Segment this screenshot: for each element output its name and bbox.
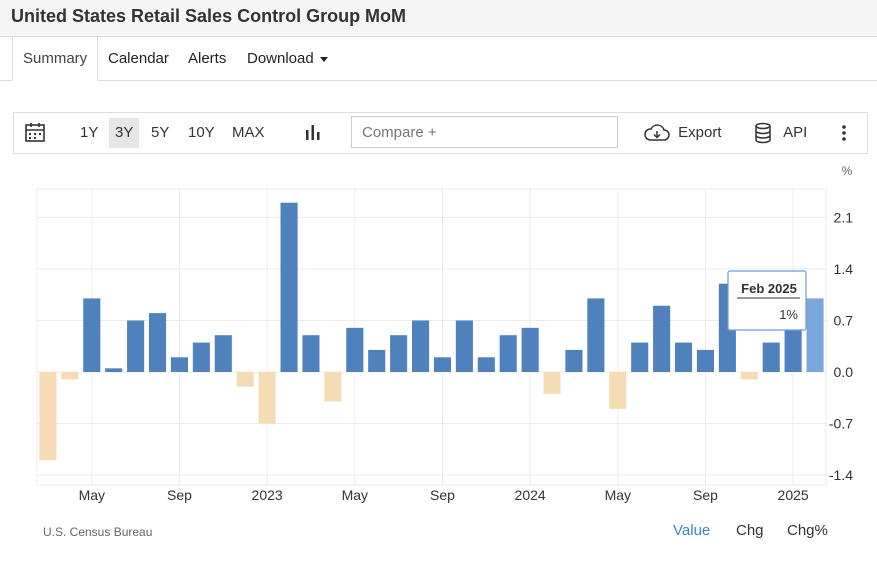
bar[interactable] (390, 335, 408, 372)
api-button[interactable]: API (753, 113, 807, 153)
bar[interactable] (674, 342, 693, 372)
page-title: United States Retail Sales Control Group… (11, 6, 407, 26)
bar[interactable] (83, 298, 101, 372)
tab-summary[interactable]: Summary (12, 37, 99, 81)
bar[interactable] (762, 342, 780, 372)
bar[interactable] (521, 327, 539, 372)
mode-value[interactable]: Value (673, 522, 711, 539)
bar[interactable] (346, 327, 364, 372)
cloud-download-icon (644, 124, 670, 141)
x-tick-label: Sep (167, 487, 192, 503)
bar[interactable] (192, 342, 210, 372)
bar[interactable] (368, 349, 386, 372)
calendar-icon[interactable] (24, 121, 46, 145)
export-button[interactable]: Export (644, 113, 722, 153)
bar[interactable] (148, 313, 167, 372)
bar[interactable] (61, 372, 79, 380)
source-label: U.S. Census Bureau (43, 525, 153, 539)
bar[interactable] (236, 372, 254, 387)
x-tick-label: 2024 (515, 487, 546, 503)
bar[interactable] (740, 372, 758, 380)
bar[interactable] (565, 349, 583, 372)
bar[interactable] (499, 335, 517, 372)
tooltip-value: 1% (779, 307, 798, 322)
x-tick-label: May (79, 487, 105, 503)
y-tick-label: -1.4 (829, 467, 853, 483)
bar[interactable] (170, 357, 189, 372)
bar[interactable] (324, 372, 342, 402)
range-1y[interactable]: 1Y (80, 124, 99, 141)
bar[interactable] (653, 305, 671, 372)
tab-alerts[interactable]: Alerts (188, 50, 227, 67)
x-tick-label: 2025 (778, 487, 809, 503)
bar[interactable] (302, 335, 320, 372)
range-3y[interactable]: 3Y (109, 118, 140, 148)
bar[interactable] (784, 320, 802, 372)
database-icon (755, 122, 771, 144)
plot-area (36, 188, 827, 486)
more-options-icon[interactable] (840, 123, 848, 143)
tab-download[interactable]: Download (247, 37, 328, 80)
compare-input[interactable]: Compare + (351, 116, 618, 148)
title-bar: United States Retail Sales Control Group… (0, 0, 877, 37)
chart-toolbar: 1Y 3Y 5Y 10Y MAX Compare + Export API (13, 112, 868, 154)
range-5y[interactable]: 5Y (151, 124, 170, 141)
bar[interactable] (433, 357, 452, 372)
y-unit-label: % (842, 164, 853, 178)
tab-download-label: Download (247, 50, 314, 67)
x-tick-label: Sep (693, 487, 718, 503)
bar[interactable] (280, 202, 298, 372)
export-label: Export (678, 124, 722, 141)
bar[interactable] (127, 320, 145, 372)
x-tick-label: 2023 (252, 487, 283, 503)
y-tick-label: -0.7 (829, 416, 853, 432)
bar[interactable] (806, 298, 824, 372)
y-tick-label: 1.4 (834, 261, 854, 277)
bar[interactable] (587, 298, 605, 372)
chart-tooltip: Feb 2025 1% (727, 270, 807, 331)
bar[interactable] (105, 368, 123, 372)
bar[interactable] (609, 372, 627, 409)
tab-bar: Summary Calendar Alerts Download (0, 37, 877, 81)
x-tick-label: Sep (430, 487, 455, 503)
bar[interactable] (631, 342, 649, 372)
bar[interactable] (696, 349, 715, 372)
range-10y[interactable]: 10Y (188, 124, 215, 141)
bar[interactable] (39, 372, 57, 461)
bar[interactable] (477, 357, 495, 372)
tab-calendar[interactable]: Calendar (108, 50, 169, 67)
x-tick-label: May (605, 487, 631, 503)
y-tick-label: 2.1 (834, 209, 854, 225)
tooltip-date: Feb 2025 (741, 281, 797, 296)
chart-type-icon[interactable] (304, 122, 322, 144)
y-tick-label: 0.7 (834, 312, 854, 328)
bar[interactable] (543, 372, 561, 395)
bar[interactable] (718, 283, 736, 372)
bar[interactable] (455, 320, 473, 372)
tooltip-box (727, 270, 807, 331)
range-max[interactable]: MAX (232, 124, 265, 141)
y-tick-label: 0.0 (834, 364, 854, 380)
mode-chg-pct[interactable]: Chg% (787, 522, 828, 539)
x-tick-label: May (342, 487, 368, 503)
mode-chg[interactable]: Chg (736, 522, 764, 539)
bar[interactable] (214, 335, 232, 372)
bar[interactable] (258, 372, 276, 424)
api-label: API (783, 124, 808, 141)
chevron-down-icon (319, 56, 328, 62)
bar[interactable] (411, 320, 430, 372)
